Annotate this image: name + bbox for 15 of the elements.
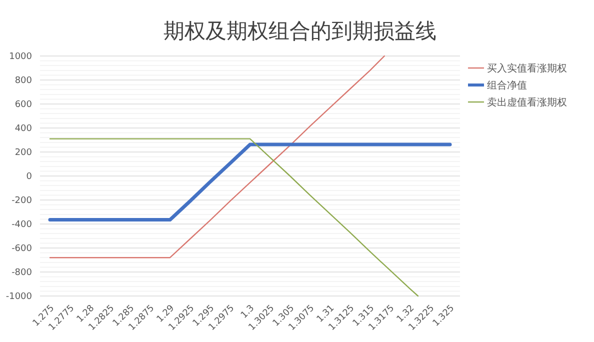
y-tick-label: -1000 xyxy=(6,292,32,302)
chart-title: 期权及期权组合的到期损益线 xyxy=(164,19,436,43)
y-tick-label: -400 xyxy=(12,220,32,230)
y-tick-label: 200 xyxy=(14,148,32,158)
legend-label: 买入实值看涨期权 xyxy=(487,62,567,74)
legend-label: 组合净值 xyxy=(487,80,527,92)
y-tick-label: 1000 xyxy=(9,52,32,62)
y-tick-label: 600 xyxy=(14,100,32,110)
y-tick-label: 0 xyxy=(26,172,32,182)
y-tick-label: -200 xyxy=(12,196,32,206)
y-tick-label: -600 xyxy=(12,244,32,254)
y-tick-label: 400 xyxy=(14,124,32,134)
y-tick-label: 800 xyxy=(14,76,32,86)
y-tick-label: -800 xyxy=(12,268,32,278)
legend-label: 卖出虚值看涨期权 xyxy=(487,96,567,108)
